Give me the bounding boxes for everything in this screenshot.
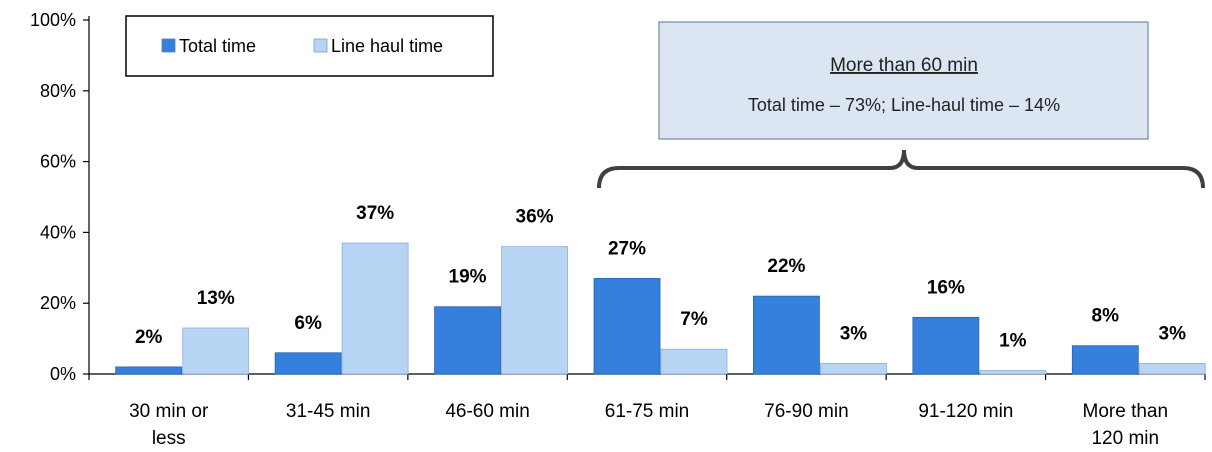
legend-label-line-haul-time: Line haul time (331, 36, 443, 56)
data-label-line-haul-time: 36% (516, 207, 554, 228)
callout-text: Total time – 73%; Line-haul time – 14% (748, 95, 1060, 115)
x-tick-label: 30 min or less (129, 401, 209, 449)
data-label-total-time: 8% (1092, 306, 1120, 327)
x-tick-label: 46-60 min (445, 401, 530, 422)
x-tick-label: 76-90 min (764, 401, 849, 422)
y-tick-label: 20% (40, 293, 76, 313)
bar-line-haul-time (341, 242, 409, 375)
data-label-line-haul-time: 37% (356, 203, 394, 224)
data-label-line-haul-time: 3% (1159, 323, 1187, 344)
y-tick-label: 100% (30, 10, 76, 30)
data-label-line-haul-time: 7% (680, 309, 708, 330)
legend-swatch-line-haul-time (313, 38, 328, 53)
y-tick-label: 0% (50, 364, 76, 384)
data-label-total-time: 16% (927, 277, 965, 298)
data-label-total-time: 19% (449, 267, 487, 288)
bar-line-haul-time (1138, 362, 1206, 375)
bar-total-time (593, 278, 661, 375)
x-tick-label: More than 120 min (1083, 401, 1169, 449)
x-tick-label: 91-120 min (918, 401, 1013, 422)
x-tick-label: 61-75 min (605, 401, 690, 422)
data-labels: 2% 6% 19% 27% 22% 16% 8% 13% 37% 36% 7% 3% 1% 3% (135, 203, 1186, 351)
y-tick-label: 80% (40, 81, 76, 101)
data-label-line-haul-time: 3% (840, 323, 868, 344)
data-label-line-haul-time: 13% (197, 288, 235, 309)
bar-total-time (753, 295, 820, 375)
bar-total-time (274, 352, 342, 375)
data-label-total-time: 6% (294, 313, 322, 334)
bar-line-haul-time (979, 370, 1047, 375)
x-tick-label: 31-45 min (286, 401, 371, 422)
callout-box (658, 21, 1149, 140)
bar-line-haul-time (820, 362, 887, 375)
bar-total-time (434, 306, 501, 375)
data-label-total-time: 27% (608, 238, 646, 259)
bar-total-time (115, 366, 183, 375)
y-tick-label: 60% (40, 152, 76, 172)
legend: Total time Line haul time (125, 15, 494, 77)
data-label-line-haul-time: 1% (999, 330, 1027, 351)
legend-label-total-time: Total time (179, 36, 256, 56)
bar-total-time (912, 316, 980, 375)
y-tick-label: 40% (40, 222, 76, 242)
bar-line-haul-time (660, 348, 728, 375)
legend-swatch-total-time (161, 38, 176, 53)
callout-brace (597, 149, 1205, 189)
legend-frame (125, 15, 494, 77)
bar-line-haul-time (182, 327, 250, 375)
bar-line-haul-time (501, 246, 568, 375)
data-label-total-time: 22% (767, 256, 805, 277)
bars (115, 242, 1206, 375)
bar-total-time (1071, 345, 1139, 375)
data-label-total-time: 2% (135, 327, 163, 348)
callout-title: More than 60 min (830, 55, 978, 76)
callout: More than 60 min Total time – 73%; Line-… (597, 21, 1205, 189)
